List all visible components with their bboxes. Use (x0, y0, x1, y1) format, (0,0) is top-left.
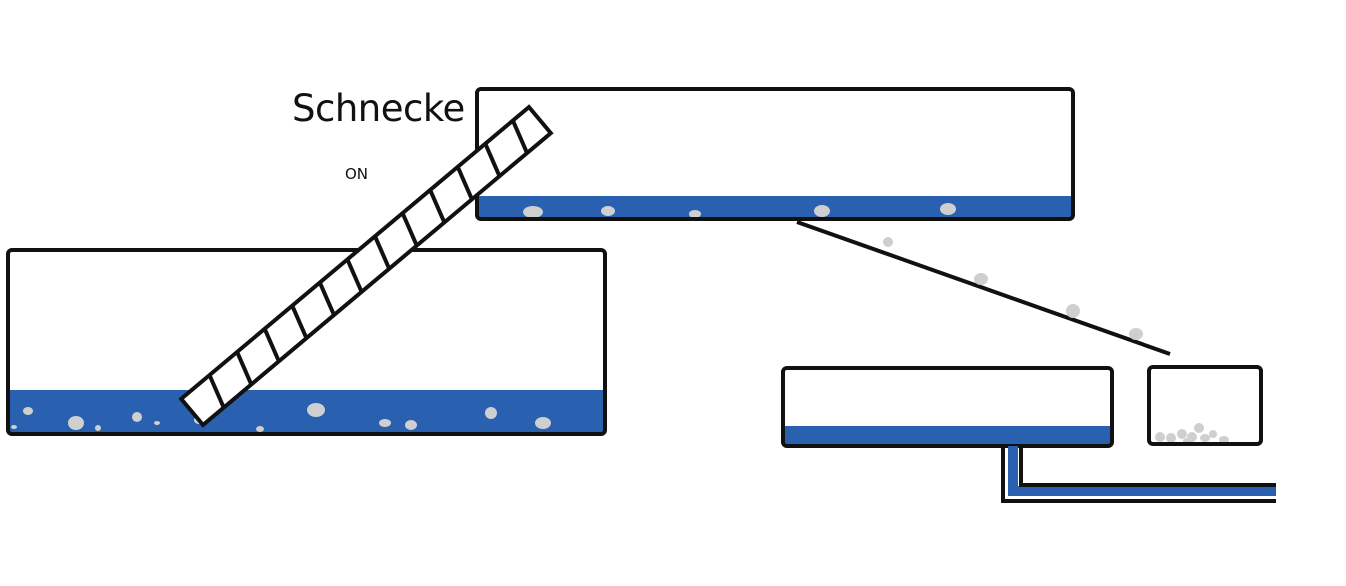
particle (68, 416, 84, 430)
outlet-pipe-water-vertical (1008, 446, 1018, 496)
particle (689, 210, 701, 218)
particle (1066, 304, 1080, 318)
particle (256, 426, 264, 432)
particle (1155, 432, 1165, 442)
inclined-chute (796, 220, 1171, 356)
particle (11, 425, 17, 429)
particle (132, 412, 142, 422)
screw-flights (207, 119, 529, 409)
screw-flight (207, 374, 226, 409)
screw-flight (235, 351, 254, 386)
bin-particles (1155, 423, 1229, 444)
collection-bin-outline (1147, 365, 1263, 446)
screw-flight (290, 304, 309, 339)
screw-conveyor-body (178, 104, 554, 428)
screw-conveyor-status[interactable]: ON (345, 165, 369, 183)
particle (535, 417, 551, 429)
particle (940, 203, 956, 215)
screw-flight (262, 328, 281, 363)
particle (1200, 434, 1210, 442)
chute-line (796, 220, 1171, 356)
particle (1194, 423, 1204, 433)
screw-flight (373, 235, 392, 270)
upper-tank-water (479, 196, 1072, 218)
outlet-pipe-inner-wall (1019, 446, 1276, 487)
lower-tank-outline (781, 366, 1114, 448)
particle (23, 407, 33, 415)
particle (405, 420, 417, 430)
upper-tank (475, 87, 1075, 221)
screw-flight (511, 119, 529, 154)
particle (379, 419, 391, 427)
particle (154, 421, 160, 425)
screw-flight (400, 212, 419, 247)
outlet-pipe-outer-wall (1001, 446, 1276, 503)
particle (1177, 429, 1187, 439)
left-tank (6, 248, 607, 436)
screw-flight (428, 189, 447, 224)
screw-flight (318, 281, 336, 316)
particle (1166, 433, 1176, 443)
screw-conveyor-label: Schnecke (292, 87, 465, 130)
particle (601, 206, 615, 216)
particle (974, 273, 988, 285)
particle (1209, 430, 1217, 438)
screw-flight (345, 258, 364, 293)
upper-tank-particles (523, 203, 956, 218)
particle (883, 237, 893, 247)
particle (1129, 328, 1143, 340)
screw-flight (483, 142, 502, 177)
particle (307, 403, 325, 417)
outlet-pipe-water-horizontal (1008, 486, 1276, 496)
particle (814, 205, 830, 217)
lower-tank (781, 366, 1114, 448)
lower-tank-water (785, 426, 1110, 445)
left-tank-particles (11, 403, 551, 432)
collection-bin (1147, 365, 1263, 446)
particle (523, 206, 543, 218)
screw-conveyor (178, 104, 554, 428)
outlet-pipe (1001, 446, 1276, 503)
screw-flight (455, 166, 474, 201)
chute-particles (883, 237, 1143, 340)
particle (485, 407, 497, 419)
particle (95, 425, 101, 431)
left-tank-outline (6, 248, 607, 436)
left-tank-water (8, 390, 605, 434)
